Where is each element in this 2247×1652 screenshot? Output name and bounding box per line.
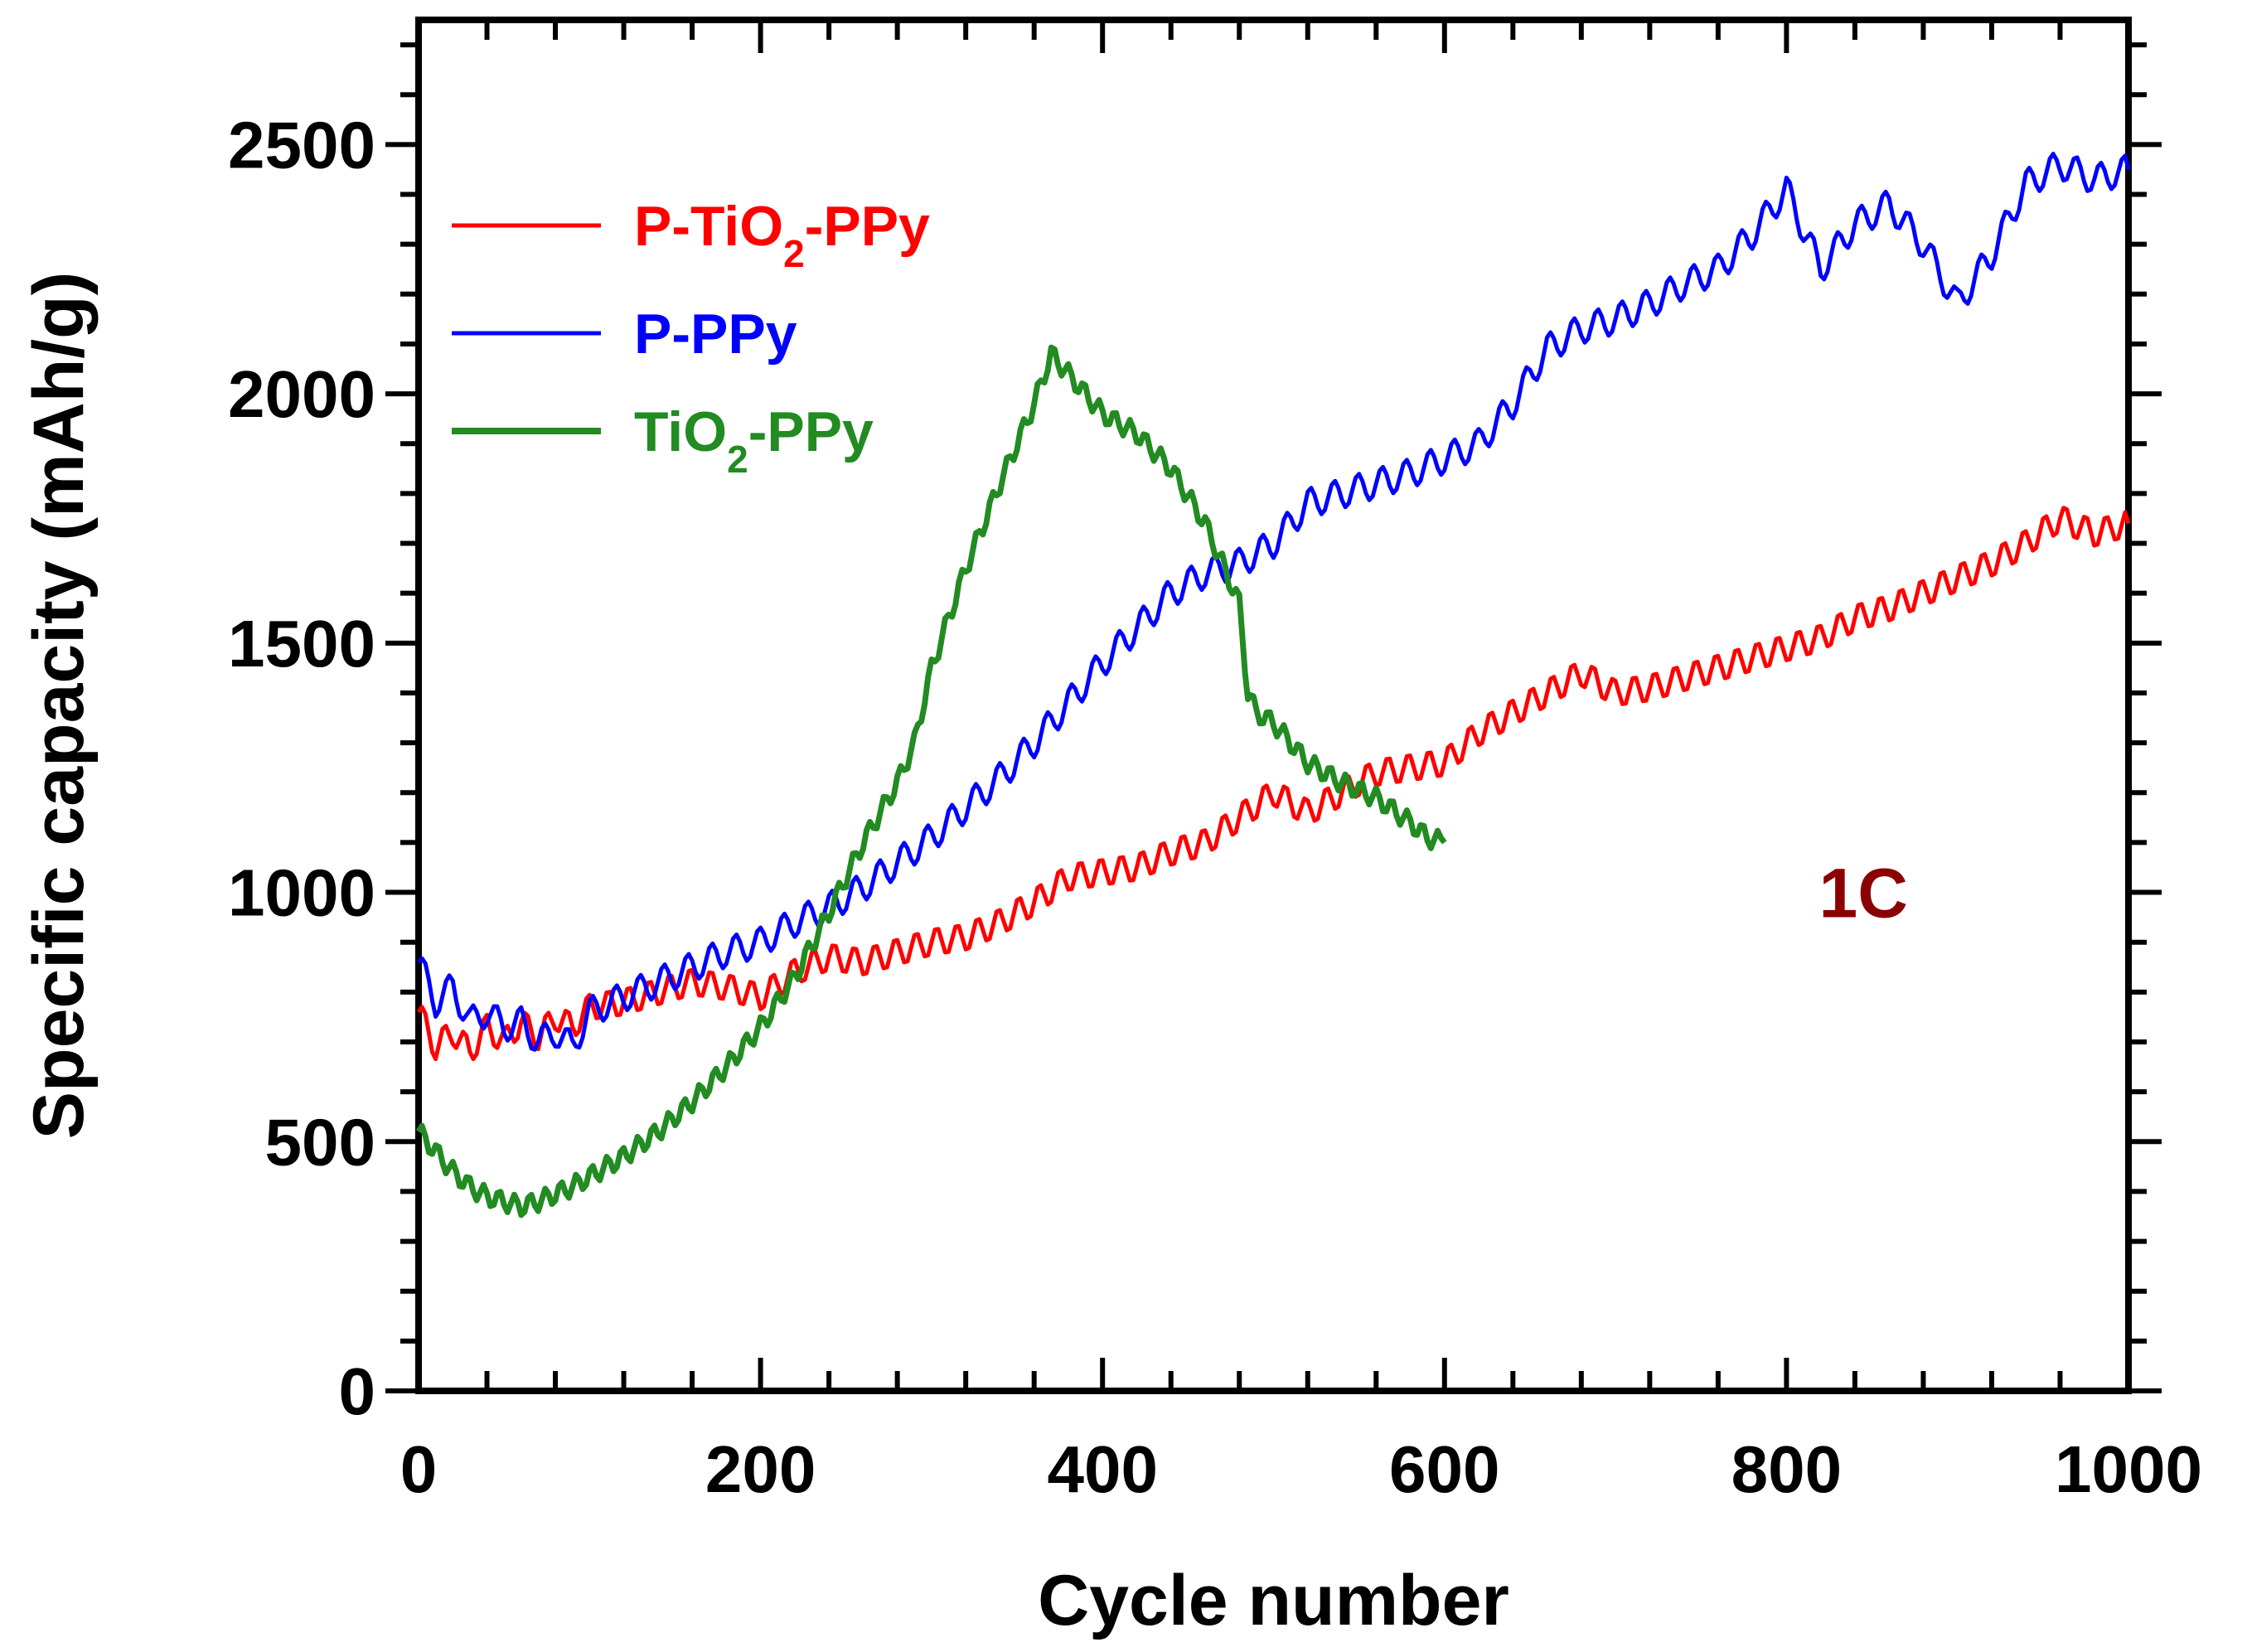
series-line-pppy	[417, 152, 2131, 1052]
rate-annotation: 1C	[1819, 855, 1908, 933]
x-tick-label: 0	[400, 1432, 438, 1506]
y-tick-label: 1000	[228, 856, 375, 930]
y-tick-label: 1500	[228, 607, 375, 681]
x-axis: 0 200 400 600 800 1000	[400, 20, 2202, 1506]
x-axis-title: Cycle number	[1038, 1561, 1509, 1640]
legend-entry: P-PPy	[634, 303, 797, 366]
x-tick-label: 200	[705, 1432, 816, 1506]
y-axis: 0 500 1000 1500 2000 2500	[228, 42, 2162, 1428]
x-tick-label: 400	[1047, 1432, 1157, 1506]
y-tick-label: 2500	[228, 108, 375, 182]
legend-entry: P-TiO2-PPy	[634, 195, 930, 275]
series-layer	[415, 152, 2131, 1218]
y-tick-label: 2000	[228, 357, 375, 431]
legend: P-TiO2-PPy P-PPy TiO2-PPy	[452, 195, 930, 481]
x-tick-label: 800	[1731, 1432, 1842, 1506]
y-axis-title: Specific capacity (mAh/g)	[19, 272, 99, 1140]
x-tick-label: 600	[1389, 1432, 1499, 1506]
series-line-ptio-ppy	[416, 506, 2131, 1062]
x-tick-label: 1000	[2055, 1432, 2202, 1506]
legend-entry: TiO2-PPy	[634, 400, 874, 481]
y-tick-label: 500	[265, 1105, 375, 1179]
y-tick-label: 0	[339, 1354, 376, 1428]
plot-frame	[415, 17, 2132, 1394]
series-line-tio-ppy	[415, 344, 1447, 1218]
